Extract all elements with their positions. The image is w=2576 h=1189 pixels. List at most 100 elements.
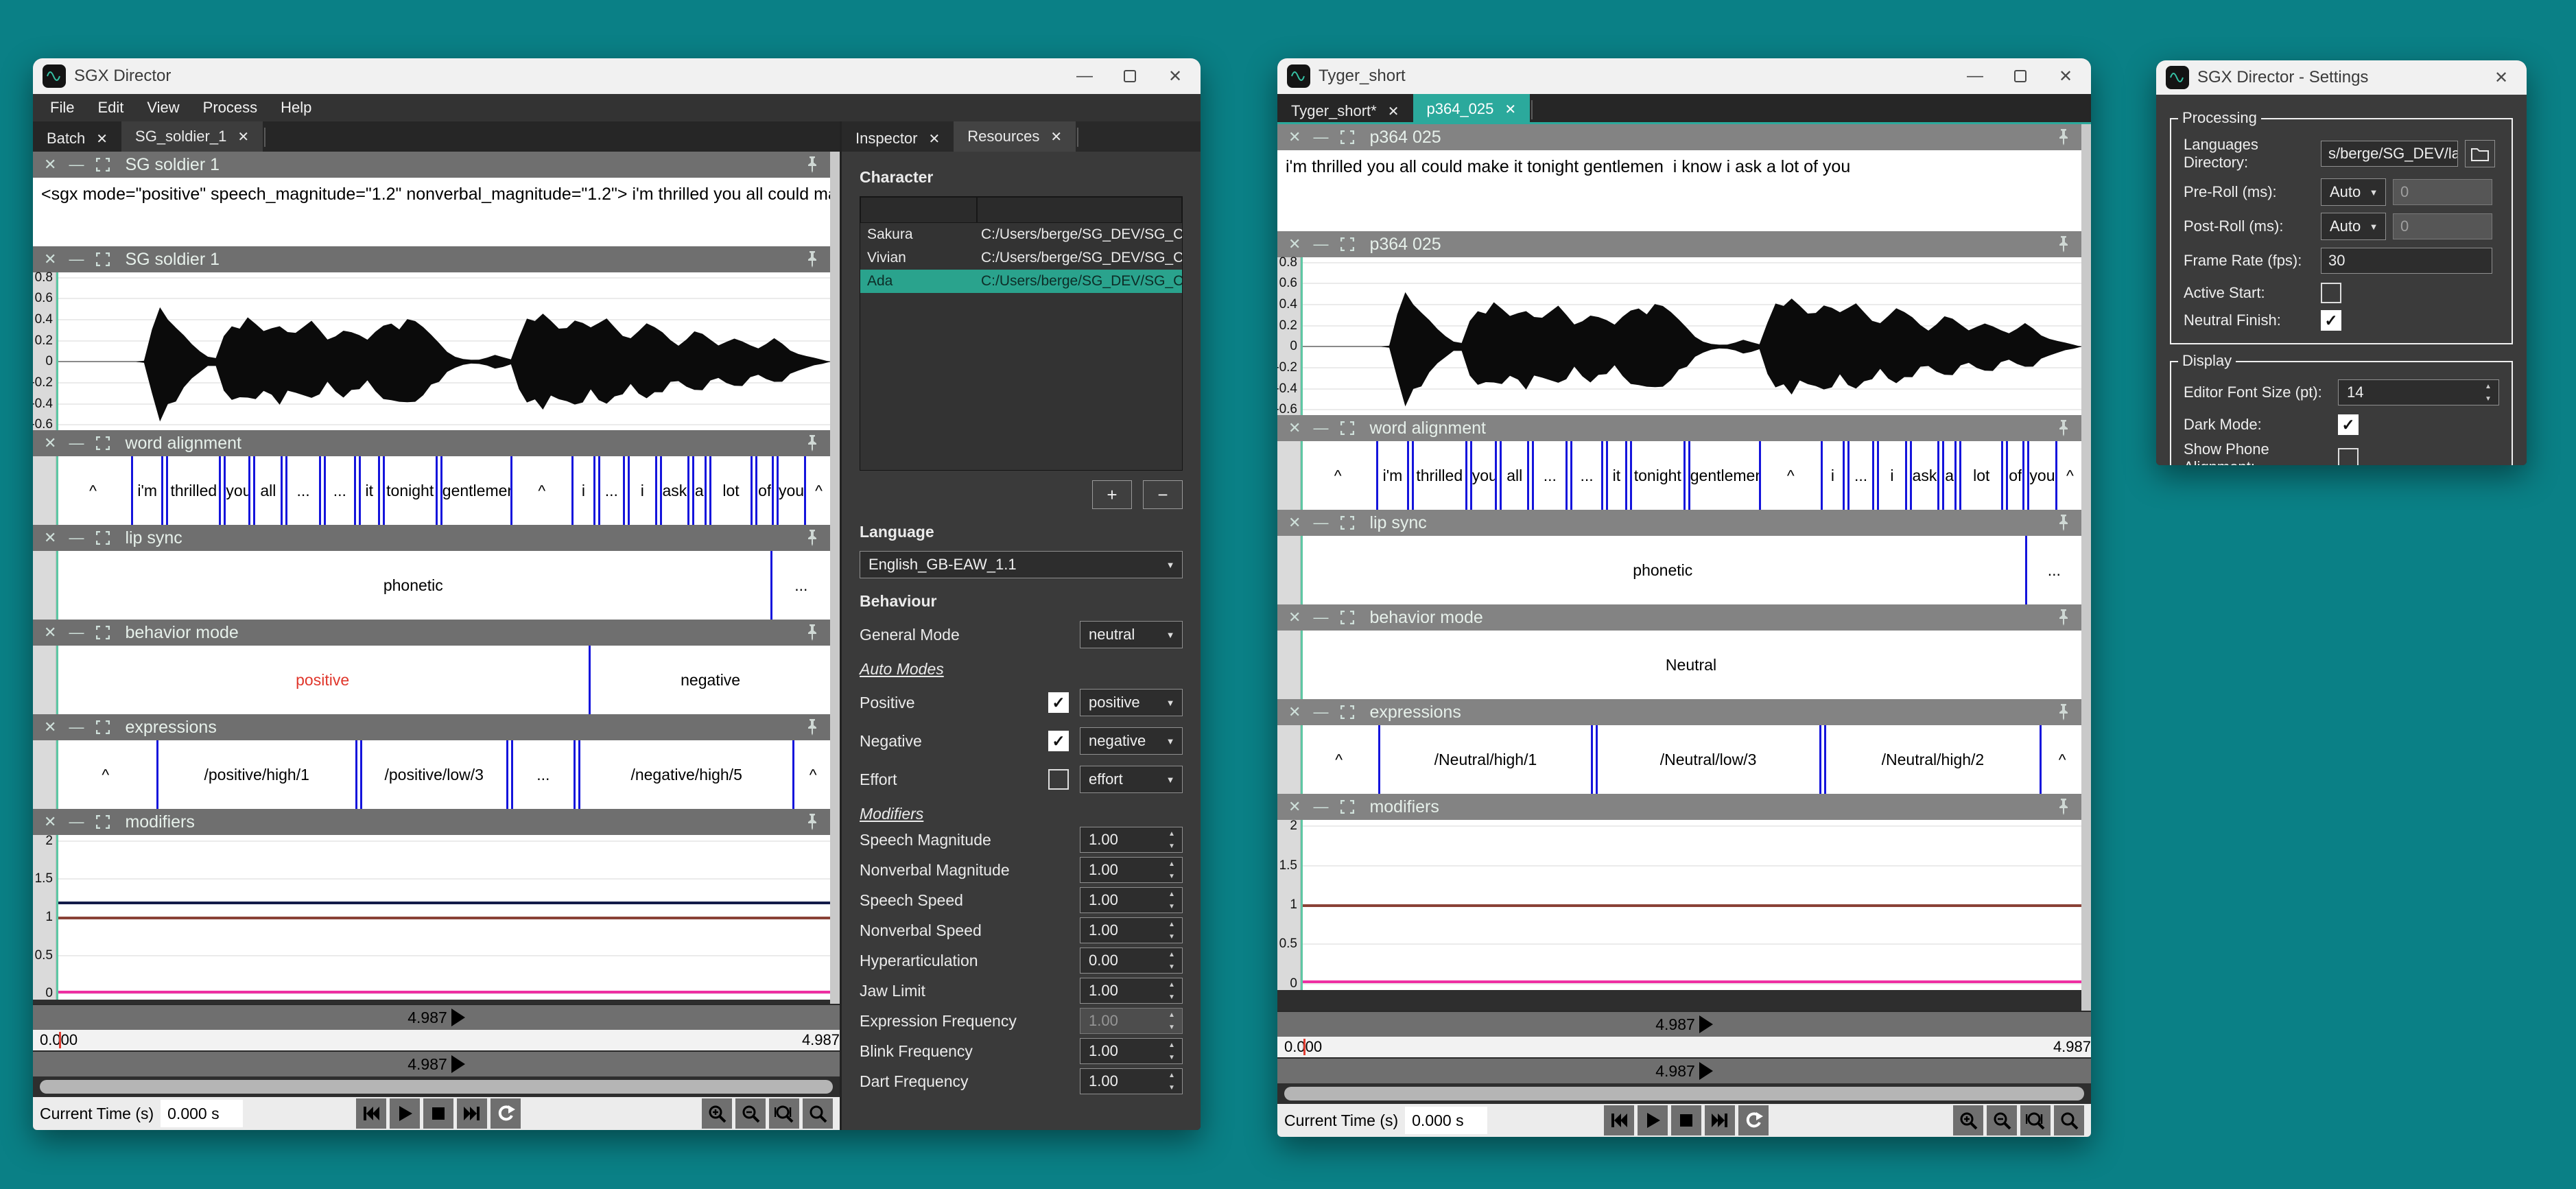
timeline-segment[interactable]: you (1469, 441, 1498, 510)
spin-up-icon[interactable]: ▲ (1168, 980, 1175, 989)
pin-icon[interactable] (805, 529, 819, 547)
panel-float-icon[interactable] (1340, 611, 1355, 624)
panel-header[interactable]: ✕ — expressions (1277, 699, 2081, 725)
zoom-out-button[interactable] (1987, 1105, 2017, 1135)
auto-mode-combobox[interactable]: negative ▼ (1080, 727, 1183, 755)
zoom-in-button[interactable] (1953, 1105, 1983, 1135)
panel-header[interactable]: ✕ — word alignment (1277, 415, 2081, 441)
pin-icon[interactable] (2057, 514, 2070, 532)
spin-down-icon[interactable]: ▼ (1168, 1053, 1175, 1061)
panel-header[interactable]: ✕ — word alignment (33, 430, 830, 456)
auto-mode-checkbox[interactable] (1048, 769, 1069, 790)
maximize-button[interactable] (1107, 58, 1153, 94)
timeline-segment[interactable]: a (1942, 441, 1957, 510)
timeline-segment[interactable]: ... (1570, 441, 1603, 510)
timeline-segment[interactable]: ^ (514, 456, 570, 525)
panel-header[interactable]: ✕ — p364 025 (1277, 231, 2081, 257)
panel-close-icon[interactable]: ✕ (44, 156, 57, 173)
loop-button[interactable] (1738, 1105, 1769, 1135)
timeline-segment[interactable]: phonetic (1301, 536, 2027, 604)
titlebar[interactable]: Tyger_short — ✕ (1277, 58, 2091, 94)
timeline-segment[interactable]: ask (1909, 441, 1940, 510)
timeline-segment[interactable]: i (627, 456, 657, 525)
transcript-text-editor[interactable]: i'm thrilled you all could make it tonig… (1286, 157, 1851, 176)
character-row[interactable]: Sakura C:/Users/berge/SG_DEV/SG_Characte.… (860, 223, 1182, 246)
timeline-plot[interactable]: ^ /positive/high/1/positive/low/3... /nega… (56, 740, 830, 809)
panel-minimize-icon[interactable]: — (69, 624, 84, 641)
zoom-to-selection-button[interactable] (2020, 1105, 2051, 1135)
timeline-range-bottom[interactable]: 4.987 (33, 1050, 840, 1076)
timeline-segment[interactable]: ^ (807, 456, 830, 525)
panel-close-icon[interactable]: ✕ (44, 624, 57, 641)
tab-resources[interactable]: Resources ✕ (954, 121, 1076, 152)
maximize-button[interactable] (1998, 58, 2043, 94)
panel-float-icon[interactable] (96, 720, 110, 734)
stop-button[interactable] (1670, 1105, 1701, 1135)
timeline-segment[interactable]: /positive/low/3 (359, 740, 508, 809)
panel-header[interactable]: ✕ — modifiers (33, 809, 830, 835)
menu-item-file[interactable]: File (50, 99, 75, 116)
panel-minimize-icon[interactable]: — (69, 250, 84, 268)
loop-button[interactable] (490, 1098, 521, 1129)
frame-rate-input[interactable]: 30 (2321, 248, 2492, 274)
pin-icon[interactable] (2057, 235, 2070, 253)
timeline-segment[interactable]: tonight (1629, 441, 1686, 510)
panel-float-icon[interactable] (96, 252, 110, 266)
timeline-segment[interactable]: phonetic (56, 551, 772, 620)
timeline-segment[interactable]: ^ (796, 740, 830, 809)
timeline-plot[interactable]: ^ /Neutral/high/1/Neutral/low/3/Neutral/h… (1301, 725, 2081, 794)
close-button[interactable]: ✕ (2494, 68, 2509, 87)
tab-p364-025[interactable]: p364_025 ✕ (1413, 94, 1531, 124)
panel-header[interactable]: ✕ — SG soldier 1 (33, 152, 830, 178)
timeline-segment[interactable]: ... (2027, 536, 2081, 604)
timeline-segment[interactable]: tonight (382, 456, 438, 525)
auto-mode-combobox[interactable]: positive ▼ (1080, 689, 1183, 716)
timeline-segment[interactable]: negative (591, 646, 830, 714)
panel-minimize-icon[interactable]: — (1313, 798, 1329, 815)
timeline-segment[interactable]: thrilled (166, 456, 222, 525)
panel-float-icon[interactable] (1340, 800, 1355, 814)
timeline-segment[interactable]: /positive/high/1 (156, 740, 357, 809)
spin-down-icon[interactable]: ▼ (1168, 963, 1175, 971)
tab-close-icon[interactable]: ✕ (1387, 104, 1399, 119)
dark-mode-checkbox[interactable]: ✓ (2338, 414, 2359, 435)
spin-up-icon[interactable]: ▲ (1168, 1071, 1175, 1079)
panel-close-icon[interactable]: ✕ (1288, 514, 1301, 531)
pre-roll-value-input[interactable]: 0 (2393, 179, 2492, 205)
modifier-spinbox[interactable]: 0.00 ▲ ▼ (1080, 947, 1183, 974)
panel-float-icon[interactable] (96, 158, 110, 172)
pin-icon[interactable] (805, 434, 819, 452)
tab-close-icon[interactable]: ✕ (96, 131, 108, 147)
pin-icon[interactable] (805, 813, 819, 831)
panel-minimize-icon[interactable]: — (1313, 703, 1329, 720)
panel-minimize-icon[interactable]: — (1313, 609, 1329, 626)
timeline-segment[interactable]: /Neutral/low/3 (1595, 725, 1821, 794)
panel-header[interactable]: ✕ — lip sync (1277, 510, 2081, 536)
timeline-range-top[interactable]: 4.987 (1277, 1011, 2091, 1037)
vertical-scrollbar[interactable] (830, 152, 840, 1004)
panel-float-icon[interactable] (1340, 130, 1355, 144)
timeline-segment[interactable]: ^ (2043, 725, 2081, 794)
spin-down-icon[interactable]: ▼ (1168, 902, 1175, 910)
timeline-segment[interactable]: all (1500, 441, 1530, 510)
timeline-segment[interactable]: /negative/high/5 (578, 740, 795, 809)
pin-icon[interactable] (2057, 798, 2070, 816)
horizontal-scrollbar[interactable] (1284, 1087, 2084, 1100)
name-column-header[interactable] (860, 197, 977, 223)
timeline-segment[interactable]: /Neutral/high/2 (1823, 725, 2042, 794)
titlebar[interactable]: SGX Director - Settings ✕ (2156, 60, 2527, 95)
spin-down-icon[interactable]: ▼ (1168, 932, 1175, 941)
timeline-segment[interactable]: ... (285, 456, 321, 525)
tab-sg-soldier-1[interactable]: SG_soldier_1 ✕ (121, 121, 263, 152)
zoom-fit-button[interactable] (803, 1098, 833, 1129)
spin-down-icon[interactable]: ▼ (1168, 872, 1175, 880)
tab-close-icon[interactable]: ✕ (1050, 129, 1063, 145)
waveform-plot[interactable] (56, 272, 830, 430)
modifier-spinbox[interactable]: 1.00 ▲ ▼ (1080, 917, 1183, 943)
timeline-segment[interactable]: i'm (1376, 441, 1409, 510)
timeline-segment[interactable]: i (1877, 441, 1907, 510)
panel-header[interactable]: ✕ — lip sync (33, 525, 830, 551)
modifier-spinbox[interactable]: 1.00 ▲ ▼ (1080, 978, 1183, 1004)
pre-roll-mode-combobox[interactable]: Auto ▼ (2321, 178, 2386, 206)
panel-float-icon[interactable] (96, 531, 110, 545)
